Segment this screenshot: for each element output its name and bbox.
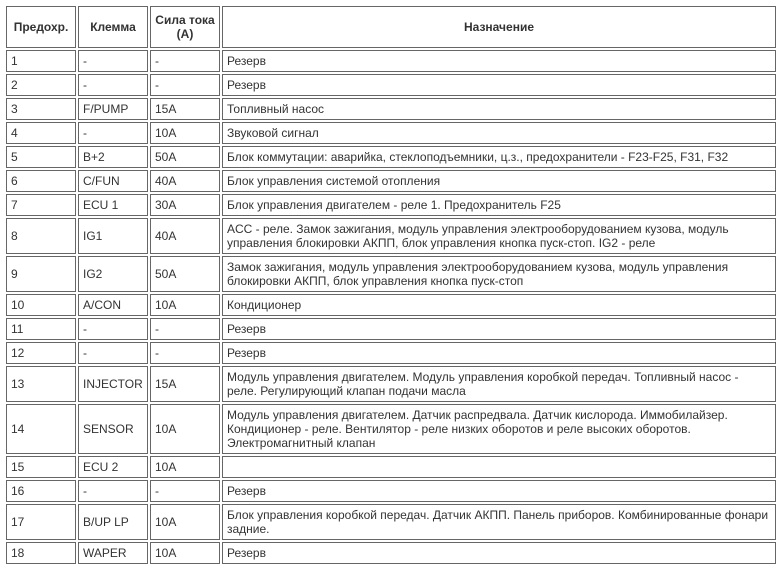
cell-fuse: 1 (6, 50, 76, 72)
cell-fuse: 16 (6, 480, 76, 502)
cell-amperage: 50A (150, 146, 220, 168)
cell-terminal: IG1 (78, 218, 148, 254)
table-body: 1--Резерв2--Резерв3F/PUMP15AТопливный на… (6, 50, 776, 564)
table-row: 12--Резерв (6, 342, 776, 364)
cell-terminal: - (78, 74, 148, 96)
cell-amperage: 40A (150, 170, 220, 192)
cell-fuse: 14 (6, 404, 76, 454)
cell-amperage: 15A (150, 98, 220, 120)
cell-fuse: 12 (6, 342, 76, 364)
cell-purpose: Модуль управления двигателем. Модуль упр… (222, 366, 776, 402)
cell-amperage: 10A (150, 294, 220, 316)
cell-terminal: F/PUMP (78, 98, 148, 120)
col-header-fuse: Предохр. (6, 6, 76, 48)
cell-fuse: 8 (6, 218, 76, 254)
cell-terminal: B+2 (78, 146, 148, 168)
cell-amperage: 10A (150, 456, 220, 478)
table-row: 6C/FUN40AБлок управления системой отопле… (6, 170, 776, 192)
cell-terminal: INJECTOR (78, 366, 148, 402)
cell-purpose: Кондиционер (222, 294, 776, 316)
table-row: 3F/PUMP15AТопливный насос (6, 98, 776, 120)
table-row: 18WAPER10AРезерв (6, 542, 776, 564)
cell-purpose: Модуль управления двигателем. Датчик рас… (222, 404, 776, 454)
cell-amperage: 30A (150, 194, 220, 216)
table-row: 4-10AЗвуковой сигнал (6, 122, 776, 144)
cell-fuse: 17 (6, 504, 76, 540)
cell-fuse: 10 (6, 294, 76, 316)
cell-amperage: 40A (150, 218, 220, 254)
cell-terminal: - (78, 318, 148, 340)
cell-terminal: - (78, 122, 148, 144)
cell-terminal: ECU 1 (78, 194, 148, 216)
cell-terminal: C/FUN (78, 170, 148, 192)
cell-terminal: - (78, 342, 148, 364)
cell-terminal: SENSOR (78, 404, 148, 454)
table-row: 15ECU 210A (6, 456, 776, 478)
fuse-table: Предохр. Клемма Сила тока (А) Назначение… (4, 4, 778, 566)
cell-purpose: ACC - реле. Замок зажигания, модуль упра… (222, 218, 776, 254)
table-row: 16--Резерв (6, 480, 776, 502)
col-header-terminal: Клемма (78, 6, 148, 48)
cell-terminal: WAPER (78, 542, 148, 564)
table-row: 5B+250AБлок коммутации: аварийка, стекло… (6, 146, 776, 168)
table-row: 17B/UP LP10AБлок управления коробкой пер… (6, 504, 776, 540)
cell-amperage: - (150, 318, 220, 340)
cell-fuse: 13 (6, 366, 76, 402)
table-row: 13INJECTOR15AМодуль управления двигателе… (6, 366, 776, 402)
table-row: 14SENSOR10AМодуль управления двигателем.… (6, 404, 776, 454)
cell-amperage: - (150, 50, 220, 72)
cell-purpose: Резерв (222, 74, 776, 96)
cell-fuse: 5 (6, 146, 76, 168)
cell-fuse: 7 (6, 194, 76, 216)
cell-terminal: IG2 (78, 256, 148, 292)
cell-purpose: Топливный насос (222, 98, 776, 120)
cell-amperage: - (150, 74, 220, 96)
cell-fuse: 18 (6, 542, 76, 564)
cell-amperage: 10A (150, 404, 220, 454)
cell-terminal: B/UP LP (78, 504, 148, 540)
cell-purpose: Блок управления системой отопления (222, 170, 776, 192)
table-row: 2--Резерв (6, 74, 776, 96)
cell-purpose: Блок коммутации: аварийка, стеклоподъемн… (222, 146, 776, 168)
col-header-purpose: Назначение (222, 6, 776, 48)
cell-fuse: 6 (6, 170, 76, 192)
cell-purpose: Резерв (222, 50, 776, 72)
cell-terminal: - (78, 480, 148, 502)
cell-amperage: - (150, 480, 220, 502)
cell-terminal: - (78, 50, 148, 72)
table-row: 9IG250AЗамок зажигания, модуль управлени… (6, 256, 776, 292)
table-header: Предохр. Клемма Сила тока (А) Назначение (6, 6, 776, 48)
cell-purpose: Замок зажигания, модуль управления элект… (222, 256, 776, 292)
table-row: 11--Резерв (6, 318, 776, 340)
cell-purpose: Блок управления двигателем - реле 1. Пре… (222, 194, 776, 216)
cell-purpose: Блок управления коробкой передач. Датчик… (222, 504, 776, 540)
cell-purpose: Резерв (222, 542, 776, 564)
table-row: 8IG140AACC - реле. Замок зажигания, моду… (6, 218, 776, 254)
cell-amperage: 10A (150, 542, 220, 564)
cell-fuse: 2 (6, 74, 76, 96)
cell-amperage: - (150, 342, 220, 364)
cell-purpose: Резерв (222, 342, 776, 364)
cell-terminal: A/CON (78, 294, 148, 316)
cell-amperage: 10A (150, 122, 220, 144)
cell-purpose (222, 456, 776, 478)
cell-purpose: Резерв (222, 480, 776, 502)
cell-fuse: 3 (6, 98, 76, 120)
table-row: 10A/CON10AКондиционер (6, 294, 776, 316)
cell-fuse: 15 (6, 456, 76, 478)
cell-fuse: 11 (6, 318, 76, 340)
table-row: 1--Резерв (6, 50, 776, 72)
col-header-amperage: Сила тока (А) (150, 6, 220, 48)
cell-terminal: ECU 2 (78, 456, 148, 478)
cell-purpose: Звуковой сигнал (222, 122, 776, 144)
cell-amperage: 10A (150, 504, 220, 540)
cell-amperage: 15A (150, 366, 220, 402)
cell-fuse: 4 (6, 122, 76, 144)
table-row: 7ECU 130AБлок управления двигателем - ре… (6, 194, 776, 216)
cell-purpose: Резерв (222, 318, 776, 340)
cell-fuse: 9 (6, 256, 76, 292)
cell-amperage: 50A (150, 256, 220, 292)
